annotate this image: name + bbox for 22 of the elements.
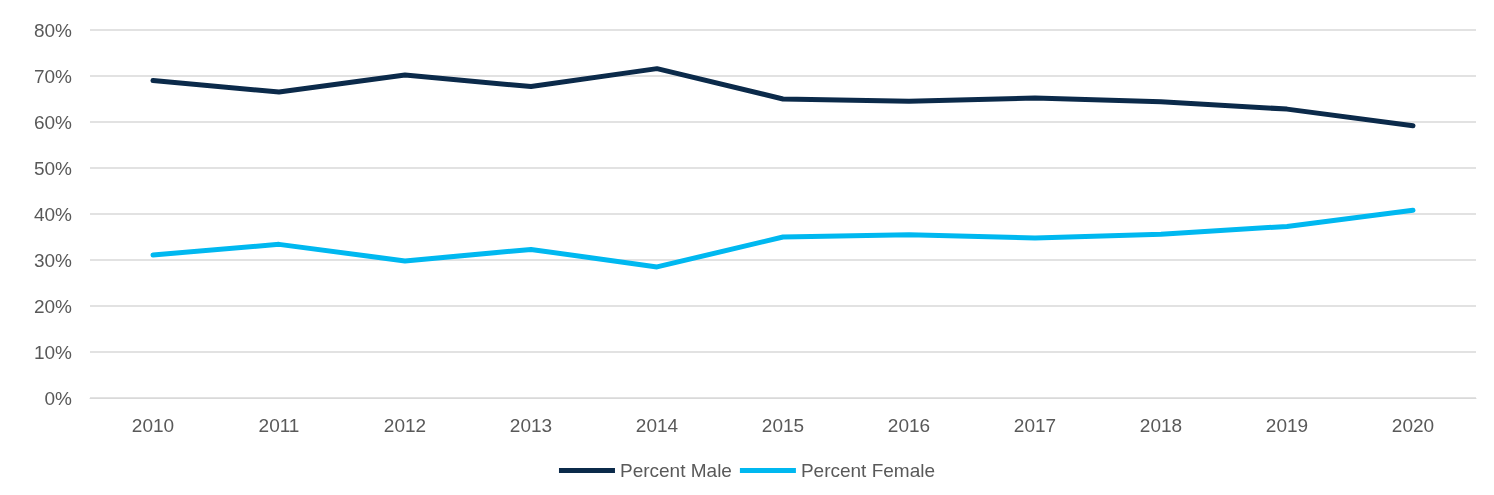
x-tick-label: 2019 xyxy=(1265,415,1309,436)
x-tick-label: 2015 xyxy=(761,415,805,436)
x-tick-label: 2020 xyxy=(1391,415,1435,436)
y-tick-label: 50% xyxy=(33,157,73,179)
y-tick-label: 20% xyxy=(33,295,73,317)
x-tick-label: 2011 xyxy=(258,415,300,436)
y-tick-label: 10% xyxy=(33,341,73,363)
legend-label: Percent Male xyxy=(619,460,732,481)
y-tick-label: 0% xyxy=(44,387,73,409)
x-tick-label: 2014 xyxy=(635,415,679,436)
y-tick-label: 60% xyxy=(33,111,73,133)
y-tick-label: 30% xyxy=(33,249,73,271)
x-tick-label: 2013 xyxy=(509,415,553,436)
y-tick-label: 40% xyxy=(33,203,73,225)
x-tick-label: 2017 xyxy=(1013,415,1057,436)
x-tick-label: 2010 xyxy=(131,415,175,436)
y-tick-label: 80% xyxy=(33,19,73,41)
legend-label: Percent Female xyxy=(800,460,936,481)
x-tick-label: 2018 xyxy=(1139,415,1183,436)
x-tick-label: 2016 xyxy=(887,415,931,436)
y-tick-label: 70% xyxy=(33,65,73,87)
x-tick-label: 2012 xyxy=(383,415,427,436)
